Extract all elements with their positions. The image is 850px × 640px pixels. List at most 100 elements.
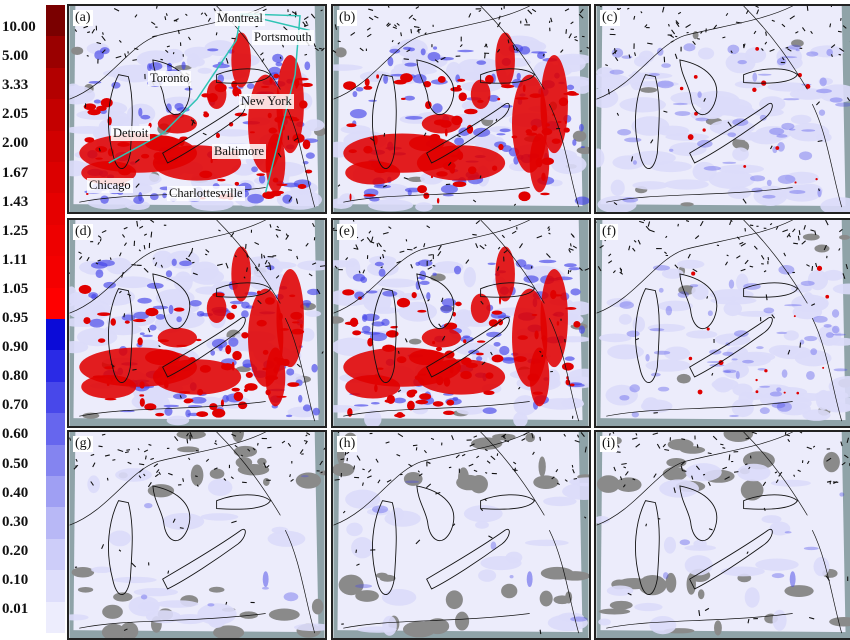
ratio-high-area: [794, 181, 796, 183]
colorbar-segment: [46, 570, 65, 602]
ratio-mid-area: [801, 281, 815, 286]
ratio-low-area: [464, 505, 503, 522]
ratio-low-area: [134, 588, 178, 596]
missing-data-patch: [296, 472, 321, 488]
small-lake-mark: [404, 59, 409, 60]
ratio-high-area: [174, 308, 185, 312]
ratio-mid-area: [262, 587, 269, 590]
ratio-low-area: [702, 96, 739, 115]
ratio-high-area: [273, 129, 277, 132]
small-lake-mark: [362, 469, 364, 470]
ratio-high-area: [450, 87, 462, 92]
ratio-mid-area: [527, 571, 533, 587]
ratio-high-area: [497, 98, 500, 101]
colorbar-tick-label: 0.10: [2, 573, 28, 588]
small-lake-mark: [708, 453, 712, 454]
ratio-high-area: [397, 298, 410, 308]
ratio-mid-area: [166, 270, 172, 277]
ratio-high-area: [86, 193, 89, 195]
ratio-low-area: [634, 603, 662, 611]
ratio-low-area: [769, 345, 798, 356]
ratio-low-area: [755, 559, 798, 571]
ratio-high-area: [299, 100, 308, 108]
ratio-high-area: [755, 47, 759, 51]
ratio-low-area: [377, 279, 418, 288]
panel-label: (c): [600, 10, 620, 26]
map-canvas: [596, 220, 850, 426]
small-lake-mark: [216, 32, 217, 35]
ratio-high-area: [196, 411, 208, 417]
ratio-mid-area: [454, 138, 464, 146]
ratio-high-area: [274, 367, 278, 373]
ratio-mid-area: [368, 100, 377, 102]
ratio-mid-area: [404, 63, 417, 67]
missing-data-patch: [803, 234, 820, 241]
ratio-high-area: [184, 398, 193, 402]
missing-data-patch: [839, 235, 850, 240]
ratio-low-area: [642, 397, 659, 411]
ratio-mid-area: [736, 371, 740, 379]
small-lake-mark: [305, 54, 307, 55]
ratio-mid-area: [620, 301, 634, 309]
ratio-mid-area: [657, 81, 674, 89]
ratio-mid-area: [172, 259, 177, 266]
ratio-high-area: [514, 356, 526, 362]
missing-data-patch: [78, 587, 93, 593]
colorbar-tick-label: 0.90: [2, 340, 28, 355]
small-lake-mark: [658, 518, 660, 519]
ratio-mid-area: [801, 129, 815, 132]
ratio-mid-area: [276, 62, 283, 67]
ratio-low-area: [737, 464, 771, 482]
missing-data-patch: [714, 620, 722, 635]
small-lake-mark: [377, 243, 378, 247]
ratio-high-area: [231, 246, 251, 301]
small-lake-mark: [413, 445, 417, 446]
ratio-mid-area: [650, 328, 665, 331]
ratio-high-area: [492, 311, 503, 315]
small-lake-mark: [124, 313, 125, 317]
small-lake-mark: [87, 55, 89, 56]
ratio-high-area: [291, 329, 304, 335]
colorbar-segment: [46, 131, 65, 163]
small-lake-mark: [187, 439, 188, 444]
ratio-low-area: [91, 567, 113, 574]
ratio-high-area: [199, 171, 212, 178]
colorbar-segment: [46, 602, 65, 634]
ratio-mid-area: [463, 335, 470, 337]
small-lake-mark: [682, 471, 686, 472]
ratio-mid-area: [789, 190, 805, 194]
panel-label: (e): [337, 224, 357, 240]
ratio-mid-area: [213, 64, 230, 68]
ratio-low-area: [802, 292, 815, 309]
colorbar-segment: [46, 162, 65, 194]
ratio-mid-area: [767, 180, 772, 186]
small-lake-mark: [727, 255, 729, 256]
missing-data-patch: [102, 605, 123, 619]
ratio-low-area: [773, 610, 787, 631]
ratio-mid-area: [722, 352, 734, 356]
small-lake-mark: [675, 36, 677, 37]
small-lake-mark: [345, 451, 346, 455]
ratio-mid-area: [789, 129, 796, 131]
ratio-high-area: [565, 307, 576, 310]
map-canvas: [333, 220, 589, 426]
ratio-high-area: [434, 119, 447, 125]
ratio-high-area: [436, 376, 444, 385]
ratio-high-area: [468, 166, 476, 174]
small-lake-mark: [347, 458, 348, 461]
ratio-high-area: [265, 375, 278, 380]
colorbar: [46, 5, 65, 633]
ratio-high-area: [84, 137, 94, 143]
small-lake-mark: [812, 266, 813, 271]
small-lake-mark: [596, 222, 597, 225]
ratio-high-area: [107, 384, 110, 386]
ratio-high-area: [137, 337, 142, 345]
colorbar-segment: [46, 413, 65, 445]
missing-data-patch: [823, 452, 840, 472]
colorbar-tick-label: 2.05: [2, 107, 28, 122]
ratio-mid-area: [169, 305, 174, 314]
ratio-mid-area: [581, 146, 585, 148]
small-lake-mark: [356, 550, 357, 553]
ratio-low-area: [732, 399, 754, 417]
ratio-high-area: [534, 330, 538, 339]
